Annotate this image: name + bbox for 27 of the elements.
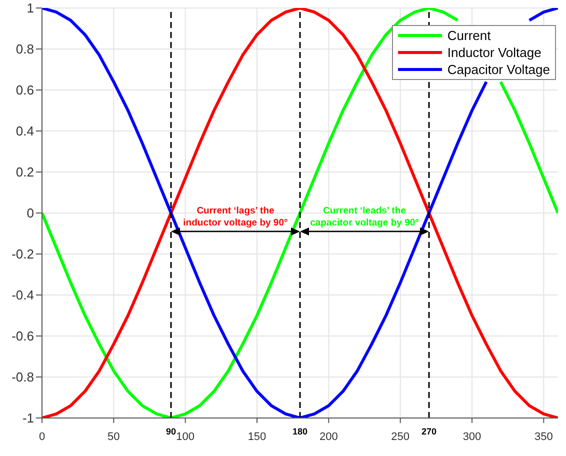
annotation: Current ‘leads’ the capacitor voltage by 90° <box>310 205 420 228</box>
y-tick-label: 0.6 <box>16 82 34 98</box>
x-tick-label: 50 <box>108 431 120 443</box>
y-tick-label: 0.8 <box>16 42 34 57</box>
annotation: Current ‘lags’ the inductor voltage by 90° <box>183 205 288 228</box>
y-tick-label: -1 <box>22 410 34 426</box>
y-tick-label: 0.2 <box>16 164 34 180</box>
ref-line-label: 180 <box>292 426 308 436</box>
y-tick-label: -0.2 <box>12 246 34 262</box>
y-tick-label: 0 <box>26 206 34 221</box>
legend-label: Capacitor Voltage <box>447 61 550 78</box>
legend-label: Current <box>447 27 491 44</box>
ref-line-label: 270 <box>421 426 437 436</box>
x-tick-label: 250 <box>391 431 410 443</box>
x-tick-label: 100 <box>176 431 195 443</box>
ref-line-label: 90 <box>166 426 176 436</box>
x-tick-label: 350 <box>534 431 553 443</box>
y-tick-label: -0.6 <box>12 328 34 344</box>
x-tick-label: 0 <box>38 431 46 443</box>
x-tick-label: 300 <box>462 431 482 443</box>
y-tick-label: 0.4 <box>16 124 34 139</box>
x-tick-label: 150 <box>248 431 266 443</box>
y-tick-label: -0.4 <box>12 288 34 303</box>
legend-label: Inductor Voltage <box>447 44 542 61</box>
y-tick-label: 1 <box>26 0 34 16</box>
x-tick-label: 200 <box>319 431 338 443</box>
y-tick-label: -0.8 <box>12 370 34 385</box>
